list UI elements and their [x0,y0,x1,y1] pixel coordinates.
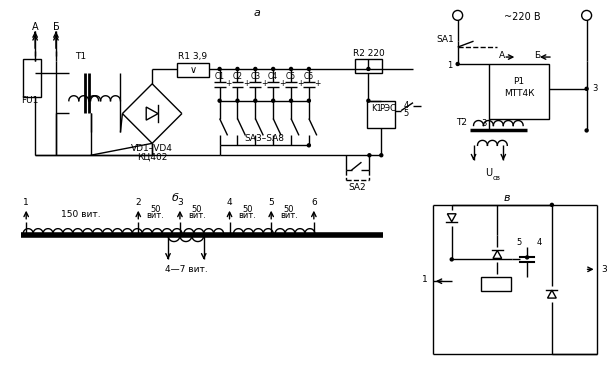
Polygon shape [548,290,556,298]
Text: 3: 3 [602,265,607,274]
Text: Р1: Р1 [514,77,524,86]
Polygon shape [447,214,456,222]
Text: C5: C5 [286,73,296,81]
Text: вит.: вит. [146,211,164,220]
Circle shape [307,99,310,102]
Circle shape [585,87,588,90]
Bar [354,59,382,73]
Text: А: А [32,22,38,32]
Text: K1: K1 [371,104,382,113]
Text: ~220 В: ~220 В [504,12,540,22]
Text: R1 3,9: R1 3,9 [178,52,208,61]
Circle shape [526,256,529,259]
Text: C1: C1 [215,73,225,81]
Text: МТТ4К: МТТ4К [504,89,534,98]
Text: +: + [225,79,232,88]
Text: св: св [492,175,500,181]
Text: U: U [485,168,492,178]
Text: +: + [314,79,321,88]
Text: C6: C6 [304,73,314,81]
Circle shape [367,67,370,70]
Text: 5: 5 [517,238,522,247]
Text: 3: 3 [177,198,183,207]
Text: вит.: вит. [239,211,256,220]
Circle shape [236,99,239,102]
Circle shape [368,154,371,157]
Text: вит.: вит. [280,211,298,220]
Circle shape [218,67,221,70]
Bar [481,277,511,291]
Text: 4: 4 [404,101,409,110]
Text: 6: 6 [311,198,317,207]
Text: Б: Б [53,22,59,32]
Text: 50: 50 [284,205,294,214]
Bar [367,101,395,128]
Text: РЭС: РЭС [379,104,396,113]
Circle shape [585,129,588,132]
Circle shape [254,99,257,102]
Circle shape [272,67,274,70]
Text: C4: C4 [268,73,278,81]
Text: SA1: SA1 [436,35,453,44]
Bar [489,64,549,119]
Circle shape [254,67,257,70]
Text: Т2: Т2 [456,118,467,127]
Circle shape [450,258,453,261]
Text: C2: C2 [232,73,242,81]
Text: 1: 1 [447,61,452,70]
Text: 4: 4 [537,238,541,247]
Polygon shape [146,107,158,120]
Text: 3: 3 [592,84,597,93]
Text: 1: 1 [23,198,29,207]
Circle shape [307,144,310,147]
Text: +: + [261,79,268,88]
Text: SA3–SA8: SA3–SA8 [244,134,284,143]
Text: в: в [504,193,510,203]
Text: +: + [243,79,249,88]
Circle shape [290,67,293,70]
Text: а: а [254,9,261,18]
Circle shape [307,67,310,70]
Text: +: + [297,79,303,88]
Circle shape [367,99,370,102]
Circle shape [290,99,293,102]
Text: 5: 5 [404,109,409,118]
Circle shape [236,67,239,70]
Text: КЦ402: КЦ402 [137,153,168,162]
Text: VD1–VD4: VD1–VD4 [131,144,173,153]
Text: 1: 1 [422,275,428,284]
Text: 50: 50 [192,205,202,214]
Text: R2 220: R2 220 [353,49,384,58]
Bar [177,63,209,77]
Text: 50: 50 [242,205,253,214]
Text: Б: Б [534,51,540,60]
Circle shape [380,154,383,157]
Circle shape [272,99,274,102]
Circle shape [456,62,459,65]
Text: Т1: Т1 [75,52,86,61]
Text: А: А [499,51,506,60]
Text: 5: 5 [268,198,274,207]
Text: 4—7 вит.: 4—7 вит. [164,265,207,274]
Text: FU1: FU1 [21,96,39,105]
Text: SA2: SA2 [348,183,366,192]
Text: 3: 3 [482,119,487,128]
Text: б: б [172,193,178,203]
Text: 50: 50 [150,205,160,214]
Text: C3: C3 [250,73,260,81]
Circle shape [218,99,221,102]
Text: 2: 2 [135,198,141,207]
Circle shape [551,203,554,206]
Text: 150 вит.: 150 вит. [61,210,101,219]
Text: ∨: ∨ [189,65,197,75]
Polygon shape [493,250,502,259]
Bar [23,59,41,97]
Text: вит.: вит. [188,211,206,220]
Text: 4: 4 [227,198,232,207]
Text: +: + [279,79,285,88]
